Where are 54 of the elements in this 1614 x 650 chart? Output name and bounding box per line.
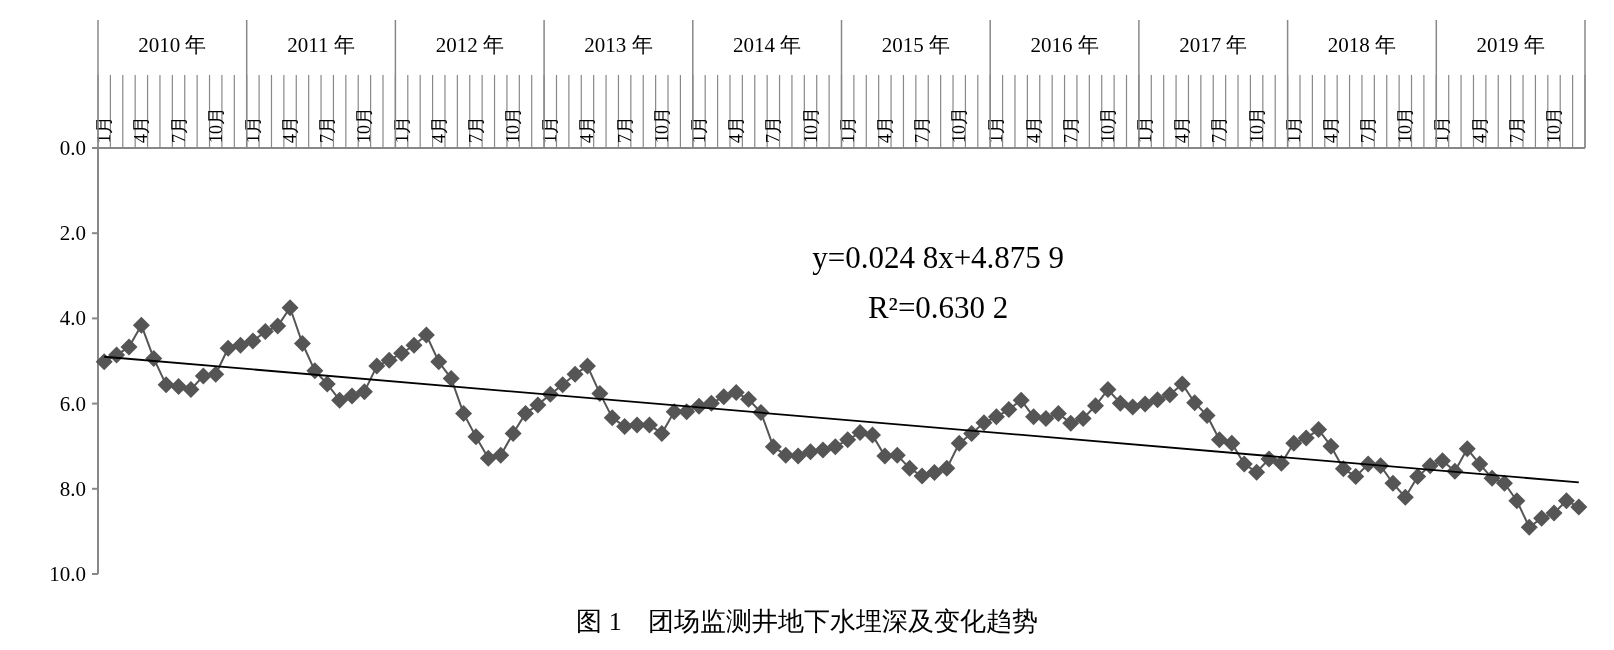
x-tick-label: 10月 — [205, 107, 226, 143]
text: 图 1 团场监测井地下水埋深及变化趋势 — [576, 607, 1038, 636]
x-tick-label: 10月 — [949, 107, 970, 143]
y-tick-label: 2.0 — [59, 221, 86, 246]
x-tick-label: 1月 — [689, 116, 709, 143]
annotation: R²=0.630 2 — [867, 290, 1009, 325]
x-tick-label: 1月 — [986, 116, 1007, 143]
text: 2017 年 — [1179, 33, 1248, 57]
x-tick-label: 1月 — [1135, 116, 1156, 143]
x-tick-label: 7月 — [1209, 116, 1230, 143]
x-tick-label: 4月 — [428, 116, 449, 143]
x-tick-label: 7月 — [1506, 116, 1527, 143]
text: 2013 年 — [584, 33, 653, 57]
annotation: y=0.024 8x+4.875 9 — [812, 240, 1065, 275]
x-tick-label: 4月 — [280, 116, 301, 143]
x-tick-label: 7月 — [168, 116, 189, 143]
x-tick-label: 10月 — [354, 107, 375, 143]
text: 2016 年 — [1030, 33, 1099, 57]
text: 2018 年 — [1327, 33, 1397, 57]
x-tick-label: 4月 — [726, 116, 747, 143]
x-tick-label: 4月 — [1320, 116, 1341, 143]
y-tick-label: 10.0 — [49, 562, 86, 586]
x-tick-label: 7月 — [763, 116, 784, 143]
text: 2011 年 — [287, 33, 355, 57]
y-tick-label: 4.0 — [59, 306, 86, 331]
x-tick-label: 10月 — [800, 107, 821, 143]
x-tick-label: 10月 — [1544, 107, 1565, 143]
x-tick-label: 7月 — [614, 116, 635, 143]
x-tick-label: 4月 — [1469, 116, 1490, 143]
y-tick-label: 0.0 — [59, 136, 86, 160]
x-tick-label: 10月 — [1246, 107, 1267, 143]
x-tick-label: 4月 — [1172, 116, 1193, 143]
x-tick-label: 4月 — [131, 116, 152, 143]
x-tick-label: 10月 — [1097, 107, 1118, 143]
x-tick-label: 7月 — [317, 116, 338, 143]
text: 2012 年 — [435, 33, 504, 57]
x-tick-label: 7月 — [912, 116, 933, 143]
text: 2015 年 — [881, 33, 950, 57]
x-tick-label: 10月 — [503, 107, 524, 143]
x-tick-label: 10月 — [651, 107, 672, 143]
x-tick-label: 7月 — [465, 116, 486, 143]
x-tick-label: 4月 — [1023, 116, 1044, 143]
text: 2014 年 — [733, 33, 802, 57]
text: 2019 年 — [1476, 33, 1545, 57]
x-tick-label: 4月 — [577, 116, 598, 143]
x-tick-label: 1月 — [540, 116, 561, 143]
x-tick-label: 10月 — [1395, 107, 1416, 143]
y-tick-label: 8.0 — [59, 476, 86, 501]
text: 2010 年 — [138, 33, 207, 57]
x-tick-label: 7月 — [1358, 116, 1379, 143]
y-tick-label: 6.0 — [59, 391, 86, 416]
x-tick-label: 7月 — [1060, 116, 1081, 143]
x-tick-label: 4月 — [874, 116, 895, 143]
x-tick-label: 1月 — [94, 116, 115, 143]
